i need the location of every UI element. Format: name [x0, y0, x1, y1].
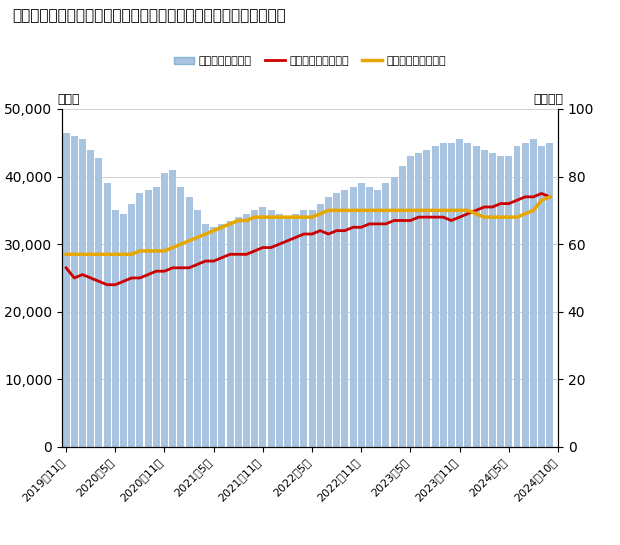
- Bar: [63, 132, 69, 447]
- Bar: [497, 156, 504, 447]
- Bar: [358, 183, 365, 447]
- Bar: [235, 217, 242, 447]
- Bar: [407, 156, 414, 447]
- Bar: [153, 187, 160, 447]
- Bar: [136, 193, 143, 447]
- Bar: [538, 146, 545, 447]
- Bar: [309, 210, 316, 447]
- Bar: [350, 187, 356, 447]
- Bar: [480, 149, 488, 447]
- Bar: [489, 153, 496, 447]
- Bar: [144, 190, 151, 447]
- Bar: [521, 143, 529, 447]
- Bar: [432, 146, 438, 447]
- Bar: [472, 146, 479, 447]
- Bar: [210, 227, 217, 447]
- Bar: [366, 187, 373, 447]
- Bar: [276, 214, 283, 447]
- Bar: [259, 207, 267, 447]
- Bar: [513, 146, 521, 447]
- Bar: [317, 204, 324, 447]
- Bar: [325, 197, 332, 447]
- Bar: [415, 153, 422, 447]
- Bar: [292, 214, 299, 447]
- Bar: [448, 143, 455, 447]
- Bar: [383, 183, 389, 447]
- Bar: [226, 221, 234, 447]
- Bar: [284, 217, 291, 447]
- Bar: [251, 210, 258, 447]
- Bar: [79, 140, 86, 447]
- Bar: [464, 143, 471, 447]
- Text: 首都圏の中古マンション在庫件数、成約㎡単価、在庫㎡単価の推移: 首都圏の中古マンション在庫件数、成約㎡単価、在庫㎡単価の推移: [12, 8, 286, 23]
- Bar: [112, 210, 119, 447]
- Text: （万円）: （万円）: [533, 93, 563, 106]
- Bar: [128, 204, 135, 447]
- Bar: [333, 193, 340, 447]
- Bar: [161, 173, 168, 447]
- Bar: [71, 136, 78, 447]
- Bar: [177, 187, 184, 447]
- Bar: [300, 210, 308, 447]
- Bar: [218, 224, 225, 447]
- Bar: [440, 143, 446, 447]
- Bar: [104, 183, 110, 447]
- Bar: [399, 166, 405, 447]
- Bar: [268, 210, 275, 447]
- Bar: [505, 156, 512, 447]
- Bar: [169, 170, 176, 447]
- Bar: [243, 214, 250, 447]
- Legend: 在庫件数（左軸）, 成約㎡単価（右軸）, 在庫㎡単価（右軸）: 在庫件数（左軸）, 成約㎡単価（右軸）, 在庫㎡単価（右軸）: [169, 52, 451, 71]
- Bar: [530, 140, 537, 447]
- Bar: [391, 177, 397, 447]
- Bar: [120, 214, 127, 447]
- Bar: [342, 190, 348, 447]
- Bar: [87, 149, 94, 447]
- Bar: [423, 149, 430, 447]
- Text: （件）: （件）: [57, 93, 79, 106]
- Bar: [546, 143, 553, 447]
- Bar: [194, 210, 201, 447]
- Bar: [456, 140, 463, 447]
- Bar: [185, 197, 193, 447]
- Bar: [95, 159, 102, 447]
- Bar: [374, 190, 381, 447]
- Bar: [202, 224, 209, 447]
